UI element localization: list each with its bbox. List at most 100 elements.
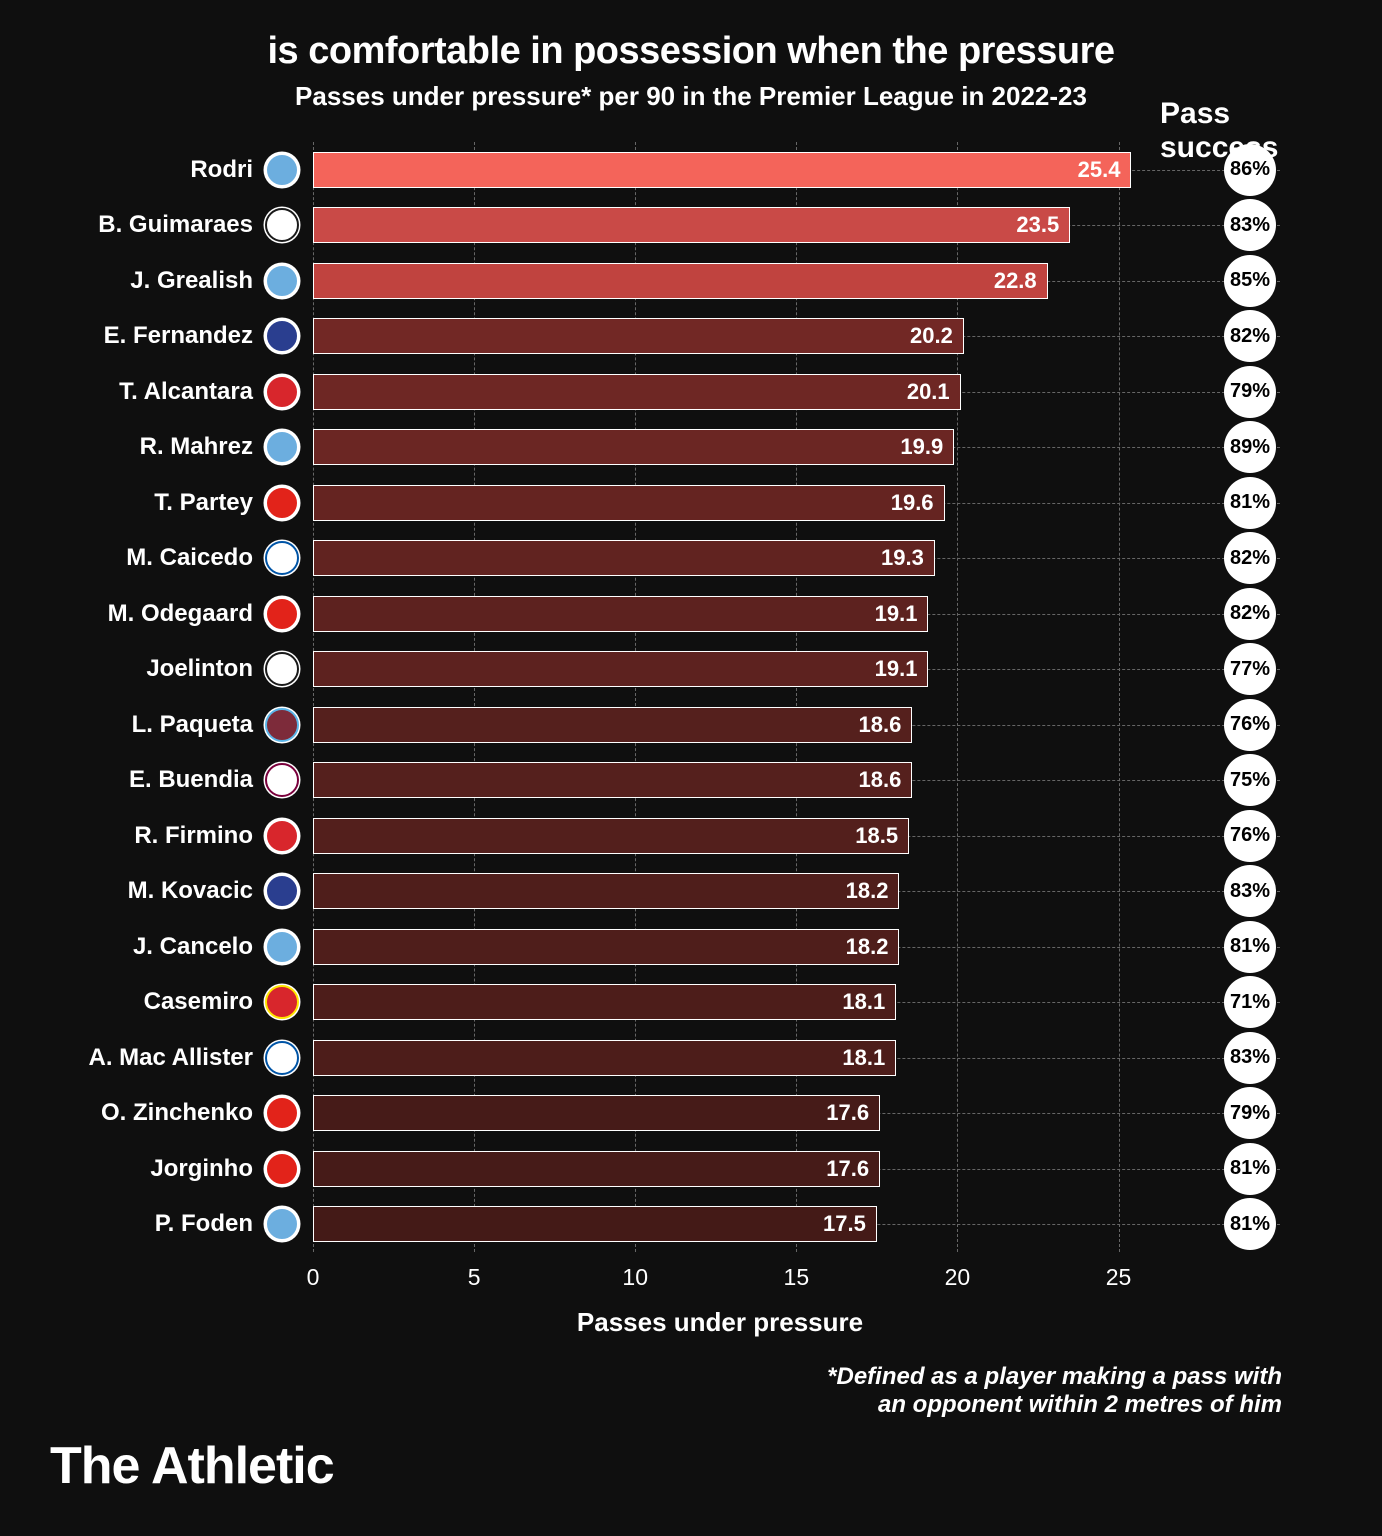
club-badge-icon (265, 486, 299, 520)
bar-value-label: 19.1 (875, 656, 918, 682)
pass-success-pill: 76% (1224, 699, 1276, 751)
pass-success-pill: 75% (1224, 754, 1276, 806)
pass-success-pill: 81% (1224, 477, 1276, 529)
pass-success-pill: 79% (1224, 1087, 1276, 1139)
club-badge-icon (265, 930, 299, 964)
chart-subtitle: Passes under pressure* per 90 in the Pre… (50, 81, 1332, 112)
bar-value-label: 18.5 (855, 823, 898, 849)
pass-success-pill: 86% (1224, 144, 1276, 196)
player-row: E. Fernandez20.282% (50, 309, 1332, 365)
pass-success-pill: 85% (1224, 255, 1276, 307)
club-badge-icon (265, 264, 299, 298)
bar: 18.1 (313, 984, 896, 1020)
bar-value-label: 17.6 (826, 1100, 869, 1126)
club-badge-icon (265, 153, 299, 187)
player-name: E. Buendia (50, 766, 265, 794)
club-badge-icon (265, 708, 299, 742)
player-row: Joelinton 19.1 77% (50, 642, 1332, 698)
club-badge-icon (265, 375, 299, 409)
club-badge-icon (265, 1096, 299, 1130)
player-name: E. Fernandez (50, 322, 265, 350)
bar-value-label: 22.8 (994, 268, 1037, 294)
bar-value-label: 18.1 (842, 1045, 885, 1071)
player-row: M. Kovacic 18.2 83% (50, 864, 1332, 920)
club-badge-icon (265, 319, 299, 353)
player-name: T. Partey (50, 489, 265, 517)
bar-value-label: 17.5 (823, 1211, 866, 1237)
pass-success-pill: 79% (1224, 366, 1276, 418)
bar: 20.1 (313, 374, 961, 410)
x-tick-label: 0 (307, 1264, 320, 1291)
bar-value-label: 25.4 (1078, 157, 1121, 183)
pass-success-pill: 76% (1224, 810, 1276, 862)
pass-success-pill: 81% (1224, 1198, 1276, 1250)
footnote-line: *Defined as a player making a pass with (50, 1363, 1282, 1391)
player-row: M. Caicedo19.382% (50, 531, 1332, 587)
bar-value-label: 19.9 (900, 434, 943, 460)
club-badge-icon (265, 874, 299, 908)
bar-value-label: 18.6 (859, 767, 902, 793)
player-name: Casemiro (50, 988, 265, 1016)
player-row: P. Foden 17.5 81% (50, 1197, 1332, 1253)
pass-success-pill: 81% (1224, 921, 1276, 973)
player-row: R. Mahrez 19.9 89% (50, 420, 1332, 476)
x-tick-label: 20 (945, 1264, 971, 1291)
player-name: J. Cancelo (50, 933, 265, 961)
player-name: R. Firmino (50, 822, 265, 850)
club-badge-icon (265, 652, 299, 686)
player-row: L. Paqueta18.676% (50, 697, 1332, 753)
chart-title: is comfortable in possession when the pr… (50, 30, 1332, 73)
bar: 19.3 (313, 540, 935, 576)
player-name: M. Kovacic (50, 877, 265, 905)
club-badge-icon (265, 597, 299, 631)
bar-value-label: 18.2 (846, 934, 889, 960)
x-tick-label: 15 (784, 1264, 810, 1291)
pass-success-pill: 77% (1224, 643, 1276, 695)
player-row: Jorginho17.681% (50, 1141, 1332, 1197)
player-name: M. Caicedo (50, 544, 265, 572)
player-row: T. Partey 19.6 81% (50, 475, 1332, 531)
brand-logo: The Athletic (50, 1436, 334, 1496)
bar: 19.6 (313, 485, 945, 521)
pass-success-pill: 83% (1224, 865, 1276, 917)
player-row: Rodri 25.4 86% (50, 142, 1332, 198)
bar: 22.8 (313, 263, 1048, 299)
bar: 19.1 (313, 651, 928, 687)
player-name: Joelinton (50, 655, 265, 683)
bar: 17.6 (313, 1095, 880, 1131)
chart-area: Pass success0510152025Rodri25.486%B. Gui… (50, 142, 1332, 1252)
bar: 19.9 (313, 429, 954, 465)
bar-value-label: 20.1 (907, 379, 950, 405)
x-tick-label: 5 (468, 1264, 481, 1291)
player-row: M. Odegaard19.182% (50, 586, 1332, 642)
player-name: Rodri (50, 156, 265, 184)
bar-value-label: 23.5 (1016, 212, 1059, 238)
pass-success-pill: 89% (1224, 421, 1276, 473)
footnote-line: an opponent within 2 metres of him (50, 1391, 1282, 1419)
player-name: P. Foden (50, 1210, 265, 1238)
player-name: R. Mahrez (50, 433, 265, 461)
bar: 18.5 (313, 818, 909, 854)
bar: 23.5 (313, 207, 1070, 243)
player-row: O. Zinchenko17.679% (50, 1086, 1332, 1142)
player-name: J. Grealish (50, 267, 265, 295)
x-axis-title: Passes under pressure (108, 1307, 1332, 1338)
player-row: J. Cancelo 18.2 81% (50, 919, 1332, 975)
pass-success-pill: 71% (1224, 976, 1276, 1028)
bar: 18.2 (313, 929, 899, 965)
player-row: A. Mac Allister18.183% (50, 1030, 1332, 1086)
bar-value-label: 18.2 (846, 878, 889, 904)
player-row: R. Firmino 18.5 76% (50, 808, 1332, 864)
player-row: E. Buendia 18.6 75% (50, 753, 1332, 809)
bar: 18.1 (313, 1040, 896, 1076)
player-row: Casemiro 18.1 71% (50, 975, 1332, 1031)
bar-value-label: 19.1 (875, 601, 918, 627)
bar-value-label: 18.6 (859, 712, 902, 738)
bar-value-label: 20.2 (910, 323, 953, 349)
player-name: M. Odegaard (50, 600, 265, 628)
bar: 18.2 (313, 873, 899, 909)
bar: 17.5 (313, 1206, 877, 1242)
club-badge-icon (265, 1041, 299, 1075)
club-badge-icon (265, 985, 299, 1019)
player-name: B. Guimaraes (50, 211, 265, 239)
